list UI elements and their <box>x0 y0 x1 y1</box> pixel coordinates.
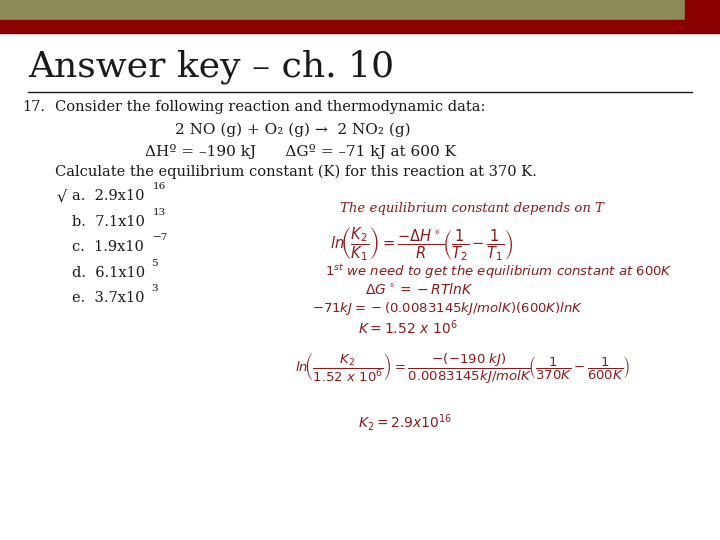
Text: $\mathit{ln}\!\left(\dfrac{K_2}{1.52\ x\ 10^6}\right)=\dfrac{-(-190\ kJ)}{0.0083: $\mathit{ln}\!\left(\dfrac{K_2}{1.52\ x\… <box>295 352 630 386</box>
Text: 13: 13 <box>153 208 166 217</box>
Text: $\mathit{\Delta G^\circ = -RTlnK}$: $\mathit{\Delta G^\circ = -RTlnK}$ <box>365 282 473 297</box>
Text: The equilibrium constant depends on T: The equilibrium constant depends on T <box>340 202 604 215</box>
Text: $\mathit{1^{st}}$ $\mathit{we\ need\ to\ get\ the\ equilibrium\ constant\ at\ 60: $\mathit{1^{st}}$ $\mathit{we\ need\ to\… <box>325 262 672 281</box>
Text: −7: −7 <box>153 233 168 242</box>
Text: c.  1.9x10: c. 1.9x10 <box>72 240 144 254</box>
Text: $\mathit{K = 1.52\ x\ 10^6}$: $\mathit{K = 1.52\ x\ 10^6}$ <box>358 318 457 336</box>
Text: 17.: 17. <box>22 100 45 114</box>
Text: 2 NO (g) + O₂ (g) →  2 NO₂ (g): 2 NO (g) + O₂ (g) → 2 NO₂ (g) <box>175 123 410 137</box>
Text: e.  3.7x10: e. 3.7x10 <box>72 291 145 305</box>
Text: b.  7.1x10: b. 7.1x10 <box>72 215 145 229</box>
Bar <box>0 20 685 33</box>
Text: a.  2.9x10: a. 2.9x10 <box>72 189 145 203</box>
Text: 16: 16 <box>153 182 166 191</box>
Text: 5: 5 <box>151 259 158 268</box>
Text: ΔHº = –190 kJ      ΔGº = –71 kJ at 600 K: ΔHº = –190 kJ ΔGº = –71 kJ at 600 K <box>145 144 456 159</box>
Bar <box>0 0 685 21</box>
Text: $\mathit{ln}\!\left(\dfrac{K_2}{K_1}\right)=\dfrac{-\Delta H^\circ}{R}\!\left(\d: $\mathit{ln}\!\left(\dfrac{K_2}{K_1}\rig… <box>330 225 513 263</box>
Text: Calculate the equilibrium constant (K) for this reaction at 370 K.: Calculate the equilibrium constant (K) f… <box>55 165 537 179</box>
Text: $\mathit{K_2 = 2.9x10^{16}}$: $\mathit{K_2 = 2.9x10^{16}}$ <box>358 412 452 433</box>
Text: √: √ <box>57 189 67 206</box>
Text: d.  6.1x10: d. 6.1x10 <box>72 266 145 280</box>
Text: 3: 3 <box>151 284 158 293</box>
Text: $\mathit{-71kJ = -(0.0083145kJ/molK)(600K)lnK}$: $\mathit{-71kJ = -(0.0083145kJ/molK)(600… <box>312 300 583 317</box>
Bar <box>685 0 720 33</box>
Text: Answer key – ch. 10: Answer key – ch. 10 <box>28 50 394 84</box>
Text: Consider the following reaction and thermodynamic data:: Consider the following reaction and ther… <box>55 100 485 114</box>
